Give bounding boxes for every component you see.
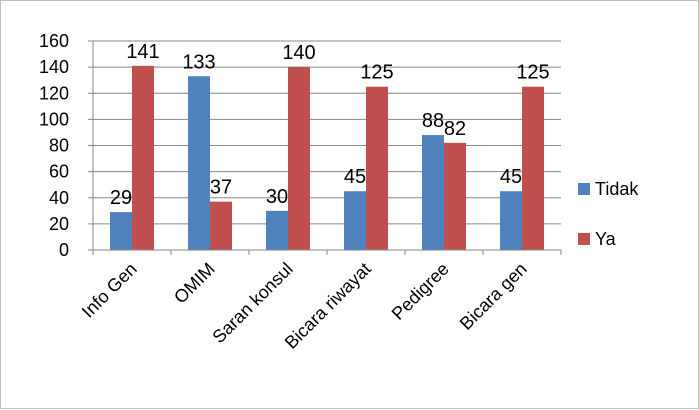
bar-tidak [188, 76, 210, 250]
bar-tidak [344, 191, 366, 250]
y-tick-label: 80 [49, 136, 69, 156]
legend: Tidak Ya [578, 179, 639, 249]
bar-ya [132, 65, 154, 250]
x-tick-label: Saran konsul [208, 259, 296, 347]
bar-ya [444, 142, 466, 250]
data-labels: 29 133 30 45 88 45 141 37 140 125 82 125 [110, 41, 550, 209]
y-tick-label: 60 [49, 162, 69, 182]
bar-ya [522, 86, 544, 250]
data-label: 37 [210, 177, 232, 199]
y-tick-label: 40 [49, 188, 69, 208]
bar-ya [366, 86, 388, 250]
x-tick-label: OMIM [170, 259, 219, 308]
legend-label-tidak: Tidak [595, 179, 639, 199]
data-label: 45 [500, 166, 522, 188]
data-label: 45 [344, 166, 366, 188]
legend-label-ya: Ya [595, 229, 617, 249]
legend-swatch-tidak [578, 183, 590, 195]
y-tick-label: 0 [59, 240, 69, 260]
data-label: 125 [360, 62, 393, 84]
data-label: 140 [282, 42, 315, 64]
x-tick-label: Info Gen [78, 259, 141, 322]
gridlines [93, 40, 561, 225]
bar-ya [288, 67, 310, 250]
data-label: 29 [110, 187, 132, 209]
bar-ya [210, 201, 232, 250]
y-tick-label: 100 [39, 109, 69, 129]
bar-tidak [266, 210, 288, 250]
data-label: 30 [266, 186, 288, 208]
axes [92, 41, 562, 255]
y-tick-label: 140 [39, 57, 69, 77]
y-tick-labels: 0 20 40 60 80 100 120 140 160 [39, 31, 93, 260]
y-tick-label: 160 [39, 31, 69, 51]
data-label: 125 [516, 62, 549, 84]
y-tick-label: 120 [39, 83, 69, 103]
x-tick-label: Bicara gen [456, 259, 531, 334]
bars [110, 65, 544, 250]
data-label: 88 [422, 110, 444, 132]
data-label: 82 [444, 118, 466, 140]
bar-tidak [110, 212, 132, 250]
y-tick-label: 20 [49, 214, 69, 234]
x-tick-label: Pedigree [388, 259, 453, 324]
bar-tidak [422, 135, 444, 250]
data-label: 133 [182, 51, 215, 73]
data-label: 141 [126, 41, 159, 63]
bar-tidak [500, 191, 522, 250]
legend-swatch-ya [578, 233, 590, 245]
